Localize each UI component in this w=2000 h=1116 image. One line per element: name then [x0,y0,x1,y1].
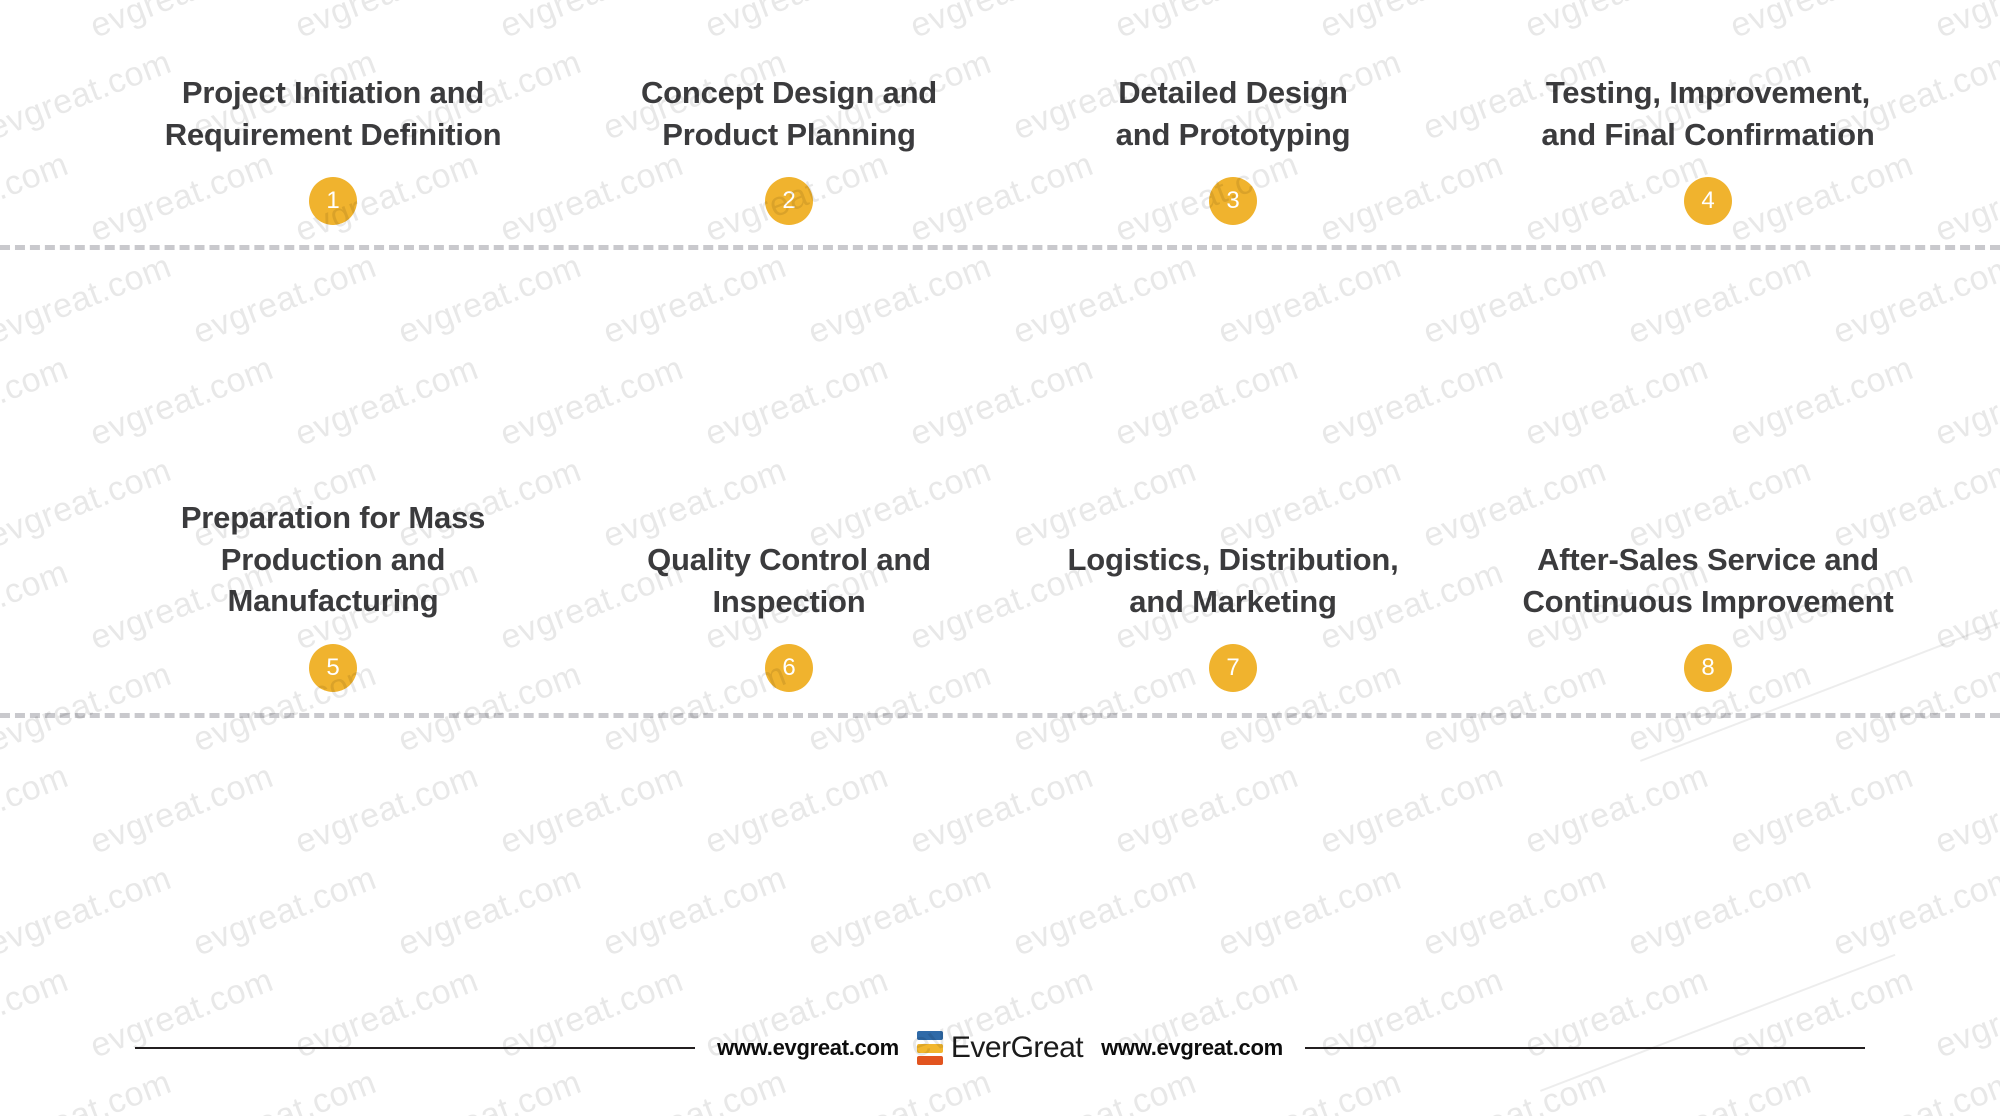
process-step-7-title: Logistics, Distribution, and Marketing [1067,542,1399,619]
process-step-6[interactable]: Quality Control and Inspection 6 [569,539,1009,693]
spacer [1013,622,1453,644]
logo-bar-orange [916,1056,943,1065]
brand-logo: EverGreat [916,1031,1084,1065]
logo-bar-yellow [916,1043,943,1053]
process-step-8-number: 8 [1684,644,1732,693]
process-step-1[interactable]: Project Initiation and Requirement Defin… [113,72,553,226]
spacer [113,622,553,644]
evergreat-logo-icon [916,1031,943,1065]
process-step-6-title: Quality Control and Inspection [647,542,931,619]
process-step-3[interactable]: Detailed Design and Prototyping 3 [1013,72,1453,226]
process-step-3-number: 3 [1209,177,1257,226]
process-step-6-number: 6 [765,644,813,693]
process-step-4-title: Testing, Improvement, and Final Confirma… [1541,75,1875,152]
spacer [1488,622,1928,644]
process-step-8[interactable]: After-Sales Service and Continuous Impro… [1488,539,1928,693]
process-step-2-number: 2 [765,177,813,226]
footer-url-left[interactable]: www.evgreat.com [717,1035,899,1060]
process-rail-row-1 [0,245,2000,250]
logo-bar-blue [916,1031,943,1040]
brand-name: EverGreat [950,1031,1084,1064]
process-step-4[interactable]: Testing, Improvement, and Final Confirma… [1488,72,1928,226]
process-step-5[interactable]: Preparation for Mass Production and Manu… [113,497,553,692]
spacer [1013,155,1453,177]
process-step-3-title: Detailed Design and Prototyping [1115,75,1351,152]
process-step-7-number: 7 [1209,644,1257,693]
process-step-7[interactable]: Logistics, Distribution, and Marketing 7 [1013,539,1453,693]
process-step-2-title: Concept Design and Product Planning [640,75,938,152]
footer-rule-left [135,1047,696,1049]
process-step-8-title: After-Sales Service and Continuous Impro… [1522,542,1894,619]
spacer [569,155,1009,177]
process-step-2[interactable]: Concept Design and Product Planning 2 [569,72,1009,226]
footer: www.evgreat.com EverGreat www.evgreat.co… [0,1020,2000,1076]
process-step-5-number: 5 [309,643,357,692]
spacer [113,155,553,177]
spacer [1488,155,1928,177]
process-step-4-number: 4 [1684,177,1732,226]
spacer [569,622,1009,644]
process-step-1-number: 1 [309,177,357,226]
footer-url-right[interactable]: www.evgreat.com [1101,1035,1283,1060]
footer-rule-right [1304,1047,1865,1049]
process-step-5-title: Preparation for Mass Production and Manu… [180,500,486,619]
process-rail-row-2 [0,713,2000,718]
process-step-1-title: Project Initiation and Requirement Defin… [164,75,502,152]
